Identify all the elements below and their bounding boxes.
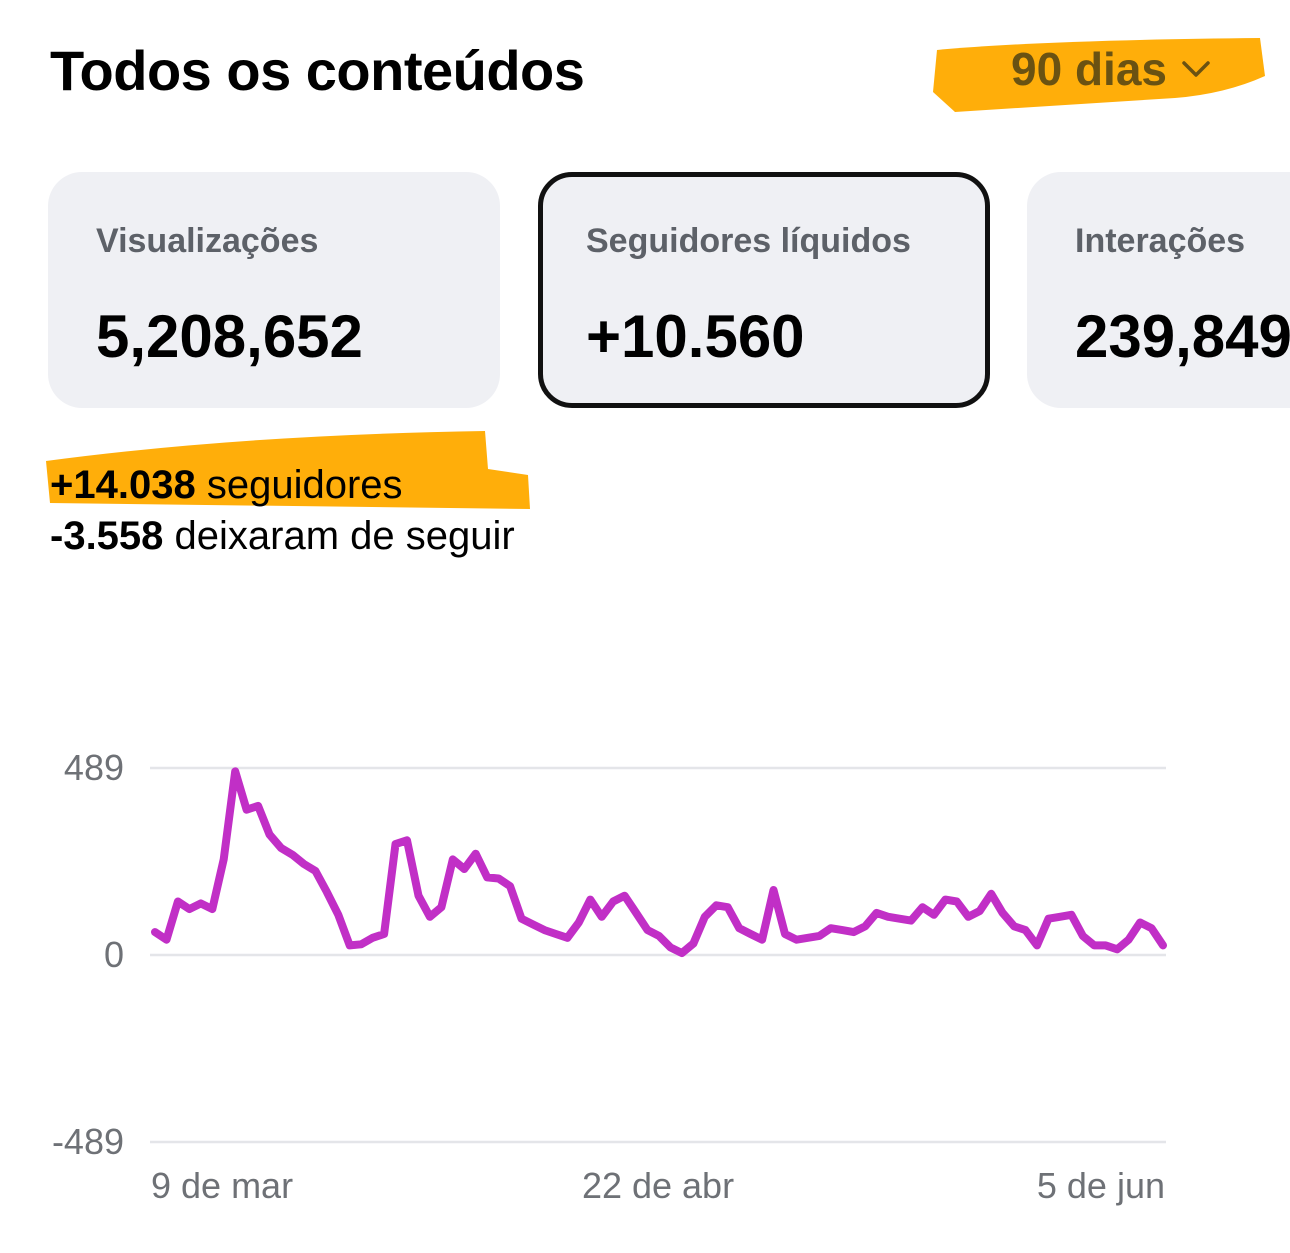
x-tick-label: 5 de jun	[1037, 1165, 1165, 1206]
metric-value: 5,208,652	[96, 303, 363, 370]
x-tick-label: 9 de mar	[151, 1165, 293, 1206]
summary-highlight	[46, 431, 530, 509]
page-title: Todos os conteúdos	[50, 39, 585, 102]
followers-lost-value: -3.558	[50, 514, 164, 558]
followers-gained-value: +14.038	[50, 463, 196, 507]
metric-card-interactions[interactable]: Interações 239,849	[1027, 172, 1290, 408]
followers-line-chart: 489 0 -489 9 de mar 22 de abr 5 de jun	[52, 747, 1167, 1206]
followers-lost: -3.558 deixaram de seguir	[50, 514, 515, 559]
y-tick-label: 489	[64, 747, 124, 788]
metric-value: +10.560	[586, 303, 805, 370]
period-selector[interactable]: 90 dias	[925, 32, 1270, 118]
x-tick-label: 22 de abr	[582, 1165, 734, 1206]
followers-gained-label: seguidores	[206, 463, 403, 507]
chevron-down-icon	[1182, 61, 1210, 77]
followers-gained: +14.038 seguidores	[50, 463, 403, 508]
period-label: 90 dias	[1011, 43, 1167, 95]
series-line-0	[151, 767, 1167, 958]
metric-card-net-followers[interactable]: Seguidores líquidos +10.560	[538, 172, 990, 408]
metric-label: Visualizações	[96, 222, 319, 260]
metric-card-views[interactable]: Visualizações 5,208,652	[48, 172, 500, 408]
y-tick-label: -489	[52, 1121, 124, 1162]
metric-label: Interações	[1075, 222, 1246, 260]
y-tick-label: 0	[104, 934, 124, 975]
series-layer	[151, 767, 1167, 958]
period-dropdown-button[interactable]: 90 dias	[1011, 42, 1211, 96]
period-highlight	[933, 38, 1265, 112]
metric-value: 239,849	[1075, 303, 1290, 370]
followers-lost-label: deixaram de seguir	[174, 514, 515, 558]
metric-label: Seguidores líquidos	[586, 222, 911, 260]
